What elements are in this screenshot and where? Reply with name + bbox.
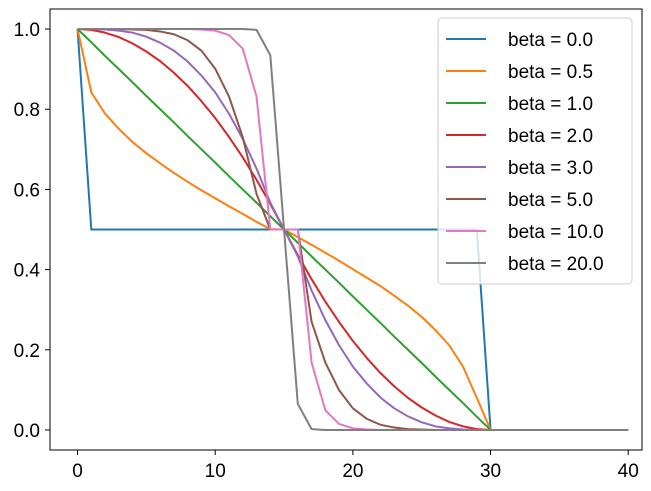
y-tick-label: 1.0: [14, 20, 40, 41]
x-tick-label: 30: [480, 461, 501, 482]
legend-label-7: beta = 20.0: [508, 254, 604, 275]
y-tick-label: 0.0: [14, 421, 40, 442]
series-lines: [76, 28, 629, 431]
legend-label-0: beta = 0.0: [508, 30, 593, 51]
y-tick-label: 0.6: [14, 180, 40, 201]
y-tick-label: 0.2: [14, 341, 40, 362]
series-line-7: [77, 28, 629, 431]
plot-frame: [49, 8, 643, 451]
legend-label-4: beta = 3.0: [508, 158, 593, 179]
legend-label-1: beta = 0.5: [508, 62, 593, 83]
legend-label-5: beta = 5.0: [508, 190, 593, 211]
legend-label-6: beta = 10.0: [508, 222, 604, 243]
x-axis-ticks: 0 10 20 30 40: [72, 450, 639, 482]
legend-box: [437, 17, 633, 285]
legend: beta = 0.0 beta = 0.5 beta = 1.0 beta = 2.0…: [437, 17, 633, 285]
x-tick-label: 0: [72, 461, 83, 482]
x-tick-label: 40: [618, 461, 639, 482]
legend-label-3: beta = 2.0: [508, 126, 593, 147]
legend-label-2: beta = 1.0: [508, 94, 593, 115]
x-tick-label: 10: [205, 461, 226, 482]
y-tick-label: 0.4: [14, 261, 41, 282]
y-axis-ticks: 0.0 0.2 0.4 0.6 0.8 1.0: [14, 20, 50, 442]
x-tick-label: 20: [342, 461, 363, 482]
y-tick-label: 0.8: [14, 100, 40, 121]
